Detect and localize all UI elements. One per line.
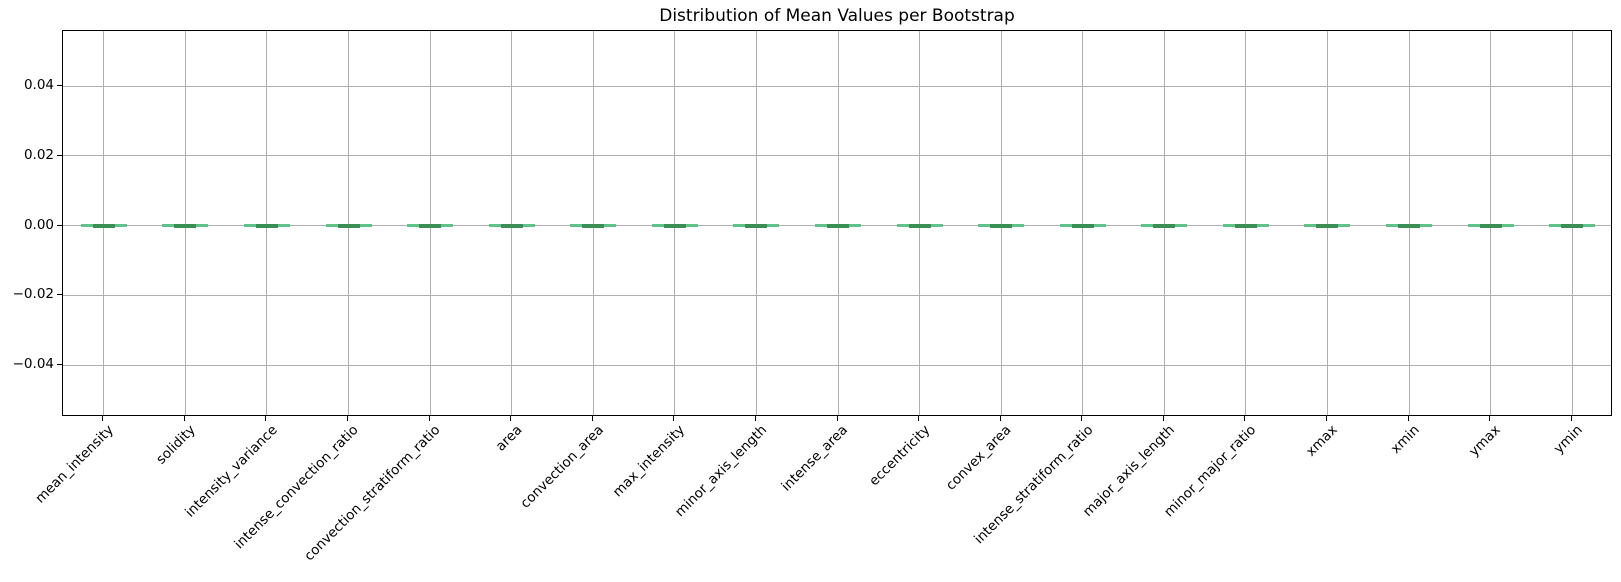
x-gridline (103, 31, 105, 415)
x-tick-mark (265, 416, 267, 421)
box-median-line (337, 223, 360, 228)
y-gridline (63, 294, 1611, 296)
x-gridline (919, 31, 921, 415)
y-tick-label: 0.02 (23, 146, 54, 163)
box-median-line (1479, 223, 1502, 228)
box-median-line (908, 223, 931, 228)
box-median-line (1153, 223, 1176, 228)
x-gridline (184, 31, 186, 415)
x-tick-mark (591, 416, 593, 421)
x-tick-mark (102, 416, 104, 421)
y-tick-mark (57, 224, 62, 226)
x-gridline (429, 31, 431, 415)
x-tick-label: convex_area (942, 422, 1015, 494)
box-median-line (1071, 223, 1094, 228)
x-gridline (348, 31, 350, 415)
x-tick-mark (836, 416, 838, 421)
y-tick-mark (57, 154, 62, 156)
x-tick-mark (1325, 416, 1327, 421)
box-median-line (663, 223, 686, 228)
y-tick-mark (57, 364, 62, 365)
box-median-line (582, 223, 605, 228)
x-gridline (1000, 31, 1002, 415)
y-tick-mark (57, 85, 62, 86)
x-gridline (837, 31, 839, 415)
x-tick-mark (1570, 416, 1572, 421)
box-median-line (500, 223, 523, 228)
x-tick-label: solidity (153, 422, 199, 468)
y-tick-label: −0.04 (12, 356, 54, 372)
box-median-line (827, 223, 849, 228)
box-median-line (1234, 223, 1257, 228)
box-median-line (1561, 223, 1584, 228)
x-tick-label: minor_axis_length (671, 422, 770, 521)
y-gridline (63, 364, 1611, 366)
x-gridline (511, 31, 513, 415)
x-tick-mark (999, 416, 1001, 421)
y-gridline (63, 155, 1611, 157)
x-tick-mark (1244, 416, 1246, 421)
x-tick-mark (918, 416, 920, 421)
x-tick-mark (510, 416, 512, 421)
x-tick-label: ymin (1550, 422, 1586, 457)
box-median-line (174, 223, 197, 228)
x-gridline (1082, 31, 1084, 415)
x-tick-label: convection_area (516, 422, 607, 512)
box-median-line (92, 223, 115, 228)
x-gridline (1571, 31, 1573, 415)
y-tick-label: −0.02 (12, 286, 54, 303)
x-tick-mark (754, 416, 756, 421)
x-tick-mark (1081, 416, 1083, 421)
y-gridline (63, 85, 1611, 87)
box-median-line (1398, 223, 1421, 228)
box-median-line (419, 223, 442, 228)
plot-area (62, 30, 1612, 416)
x-tick-label: convection_stratiform_ratio (301, 422, 444, 565)
box-median-line (745, 223, 768, 228)
x-tick-mark (347, 416, 349, 421)
y-tick-label: 0.00 (23, 216, 54, 233)
x-tick-mark (1162, 416, 1164, 421)
x-tick-mark (1489, 416, 1491, 421)
x-tick-mark (183, 416, 185, 421)
x-gridline (1326, 31, 1328, 415)
box-median-line (1316, 223, 1339, 228)
x-gridline (266, 31, 268, 415)
y-tick-label: 0.04 (23, 77, 54, 93)
x-tick-label: intense_area (778, 422, 852, 495)
x-gridline (755, 31, 757, 415)
x-gridline (1490, 31, 1492, 415)
x-tick-mark (428, 416, 430, 421)
x-gridline (674, 31, 676, 415)
chart-title: Distribution of Mean Values per Bootstra… (659, 6, 1015, 26)
x-tick-label: xmax (1303, 422, 1341, 460)
x-tick-label: ymax (1466, 422, 1504, 460)
x-tick-label: max_intensity (609, 422, 689, 501)
box-median-line (990, 223, 1013, 228)
x-tick-label: eccentricity (865, 422, 933, 490)
box-median-line (255, 223, 278, 228)
x-gridline (1408, 31, 1410, 415)
x-gridline (1245, 31, 1247, 415)
x-tick-label: mean_intensity (32, 422, 118, 507)
x-tick-mark (1407, 416, 1409, 421)
x-tick-label: area (492, 422, 525, 455)
x-gridline (1163, 31, 1165, 415)
x-tick-label: xmin (1387, 422, 1423, 457)
x-gridline (592, 31, 594, 415)
y-tick-mark (57, 294, 62, 296)
x-tick-label: minor_major_ratio (1160, 422, 1260, 521)
x-tick-mark (673, 416, 675, 421)
